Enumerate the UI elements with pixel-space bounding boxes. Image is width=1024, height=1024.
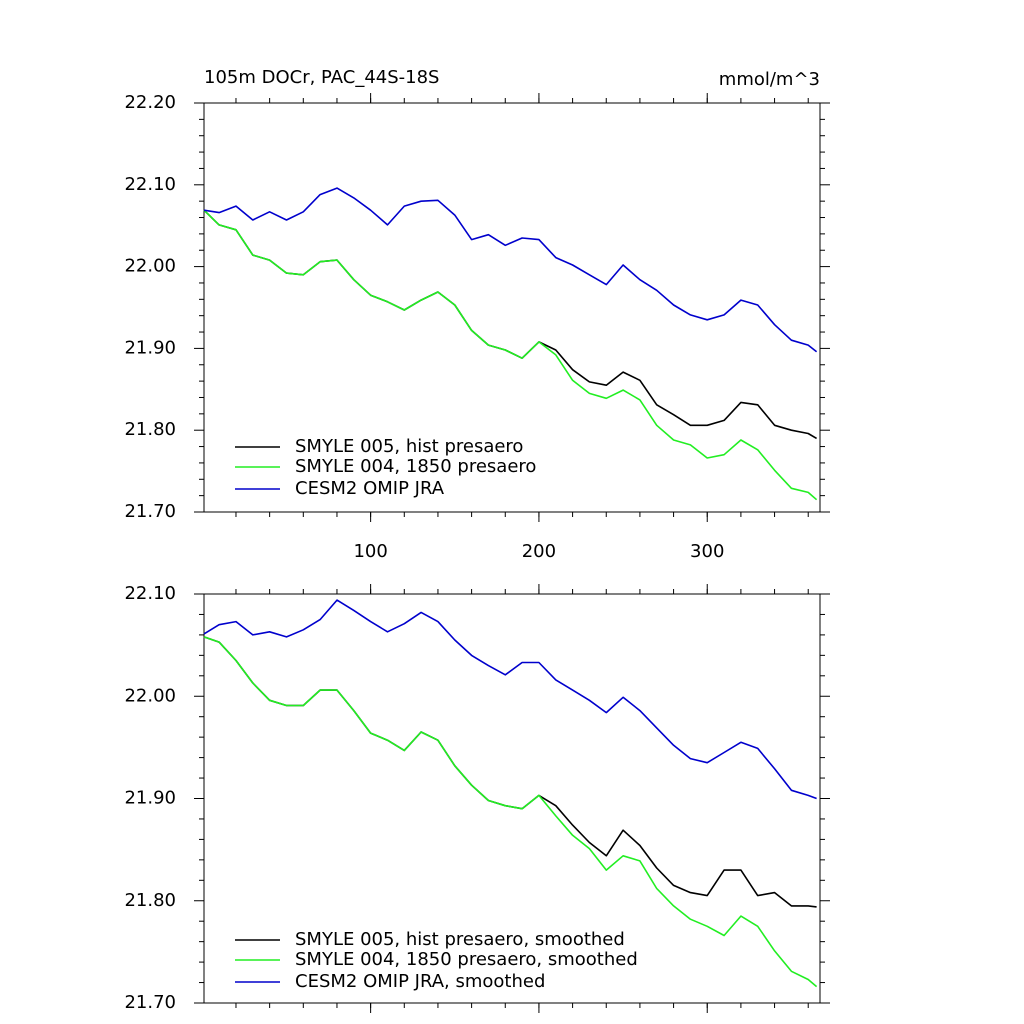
data-line [203,636,817,908]
legend-label: SMYLE 004, 1850 presaero [295,456,536,477]
y-tick-label: 21.80 [124,419,176,440]
y-tick-label: 21.70 [124,501,176,522]
legend-label: SMYLE 004, 1850 presaero, smoothed [295,949,638,970]
y-tick-label: 22.10 [124,583,176,604]
data-line [203,599,817,800]
legend-label: CESM2 OMIP JRA [295,478,445,499]
y-tick-label: 21.70 [124,992,176,1013]
data-line [203,636,818,988]
y-tick-label: 22.00 [124,256,176,277]
chart-title: 105m DOCr, PAC_44S-18S [204,67,439,88]
x-tick-label: 300 [690,541,724,562]
data-line [203,209,818,501]
units-label: mmol/m^3 [719,69,820,90]
y-tick-label: 22.20 [124,92,176,113]
legend-label: SMYLE 005, hist presaero [295,436,523,457]
data-line [203,187,818,353]
x-tick-label: 200 [522,541,556,562]
data-line [203,209,818,440]
y-tick-label: 21.90 [124,337,176,358]
plot-frame [203,102,821,513]
y-tick-label: 21.80 [124,890,176,911]
legend-label: SMYLE 005, hist presaero, smoothed [295,929,625,950]
y-tick-label: 22.00 [124,685,176,706]
y-tick-label: 22.10 [124,174,176,195]
legend-label: CESM2 OMIP JRA, smoothed [295,971,545,992]
x-tick-label: 100 [353,541,387,562]
y-tick-label: 21.90 [124,788,176,809]
